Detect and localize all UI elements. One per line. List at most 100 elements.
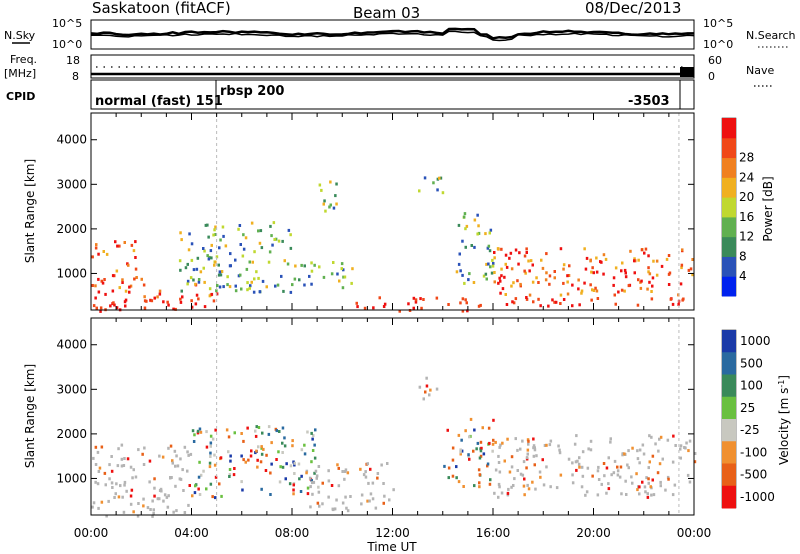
- scatter-cell: [209, 451, 212, 455]
- scatter-cell: [461, 297, 465, 301]
- scatter-cell: [500, 274, 503, 278]
- scatter-cell: [512, 281, 515, 285]
- scatter-cell: [128, 285, 131, 289]
- scatter-cell: [525, 251, 528, 254]
- scatter-cell: [525, 296, 528, 299]
- scatter-cell: [492, 438, 495, 442]
- scatter-cell: [247, 458, 250, 462]
- scatter-cell: [422, 298, 425, 301]
- scatter-cell: [614, 302, 617, 306]
- scatter-cell: [260, 487, 263, 491]
- scatter-cell: [130, 243, 134, 247]
- scatter-cell: [258, 241, 262, 245]
- scatter-cell: [186, 450, 189, 454]
- scatter-cell: [486, 462, 490, 466]
- scatter-cell: [260, 445, 263, 449]
- scatter-cell: [190, 258, 194, 262]
- scatter-cell: [175, 509, 178, 513]
- scatter-cell: [211, 495, 214, 499]
- scatter-cell: [553, 270, 556, 273]
- scatter-cell: [491, 258, 494, 262]
- scatter-cell: [620, 288, 624, 292]
- scatter-cell: [382, 305, 386, 308]
- colorbar-swatch: [722, 157, 736, 178]
- scatter-cell: [467, 278, 470, 282]
- scatter-cell: [310, 431, 313, 435]
- scatter-cell: [652, 493, 656, 497]
- cpid-panel: CPID normal (fast) 151 rbsp 200 -3503: [6, 79, 695, 110]
- scatter-cell: [499, 279, 502, 283]
- scatter-cell: [271, 243, 274, 247]
- scatter-cell: [102, 250, 105, 253]
- scatter-cell: [179, 477, 183, 481]
- scatter-cell: [620, 269, 623, 273]
- scatter-cell: [218, 270, 222, 274]
- scatter-cell: [369, 467, 372, 471]
- scatter-cell: [135, 276, 138, 279]
- scatter-cell: [178, 259, 182, 263]
- scatter-cell: [310, 481, 314, 485]
- scatter-cell: [94, 296, 97, 300]
- freq-panel: Freq. [MHz] 18 8 60 0 Nave: [4, 53, 774, 87]
- scatter-cell: [308, 274, 311, 278]
- scatter-cell: [500, 267, 503, 271]
- scatter-cell: [468, 272, 471, 276]
- scatter-cell: [148, 459, 152, 463]
- scatter-cell: [203, 280, 206, 284]
- scatter-cell: [532, 444, 536, 448]
- scatter-cell: [142, 504, 145, 508]
- scatter-cell: [577, 462, 581, 466]
- scatter-cell: [482, 274, 486, 278]
- power-y-label: Slant Range [km]: [23, 159, 37, 263]
- scatter-cell: [311, 449, 315, 452]
- scatter-cell: [619, 465, 623, 469]
- scatter-cell: [324, 209, 327, 213]
- noise-panel: N.Sky 10^5 10^0 10^5 10^0 N.Search: [4, 17, 796, 51]
- scatter-cell: [491, 449, 494, 453]
- scatter-cell: [95, 243, 98, 247]
- scatter-cell: [332, 261, 335, 264]
- scatter-cell: [188, 232, 191, 236]
- scatter-cell: [256, 465, 259, 469]
- scatter-cell: [294, 264, 297, 268]
- scatter-cell: [260, 246, 264, 250]
- scatter-cell: [287, 228, 291, 232]
- power-colorbar-label: Power [dB]: [761, 176, 775, 241]
- scatter-cell: [635, 472, 638, 476]
- scatter-cell: [165, 495, 169, 499]
- scatter-cell: [688, 439, 692, 443]
- scatter-cell: [643, 251, 646, 255]
- scatter-cell: [578, 465, 581, 469]
- y-tick-label: 2000: [56, 427, 87, 441]
- scatter-cell: [602, 462, 606, 465]
- scatter-cell: [446, 428, 449, 432]
- scatter-cell: [140, 277, 143, 281]
- scatter-cell: [281, 451, 284, 454]
- scatter-cell: [457, 433, 461, 437]
- scatter-cell: [194, 282, 197, 286]
- scatter-cell: [616, 473, 620, 477]
- scatter-cell: [337, 484, 341, 488]
- scatter-cell: [481, 426, 484, 430]
- scatter-cell: [518, 251, 521, 255]
- scatter-cell: [242, 247, 246, 251]
- scatter-cell: [610, 473, 613, 477]
- scatter-cell: [506, 437, 509, 441]
- scatter-cell: [585, 256, 589, 260]
- beam-title: Beam 03: [353, 4, 420, 22]
- scatter-cell: [490, 271, 494, 275]
- scatter-cell: [232, 473, 236, 477]
- scatter-cell: [132, 510, 135, 514]
- scatter-cell: [616, 465, 619, 469]
- scatter-cell: [214, 233, 217, 236]
- scatter-cell: [120, 457, 124, 461]
- scatter-cell: [503, 275, 506, 279]
- scatter-cell: [463, 212, 467, 216]
- scatter-cell: [583, 281, 586, 285]
- scatter-cell: [170, 476, 173, 479]
- scatter-cell: [531, 480, 534, 484]
- scatter-cell: [581, 474, 585, 478]
- scatter-cell: [153, 477, 156, 481]
- scatter-cell: [499, 443, 502, 447]
